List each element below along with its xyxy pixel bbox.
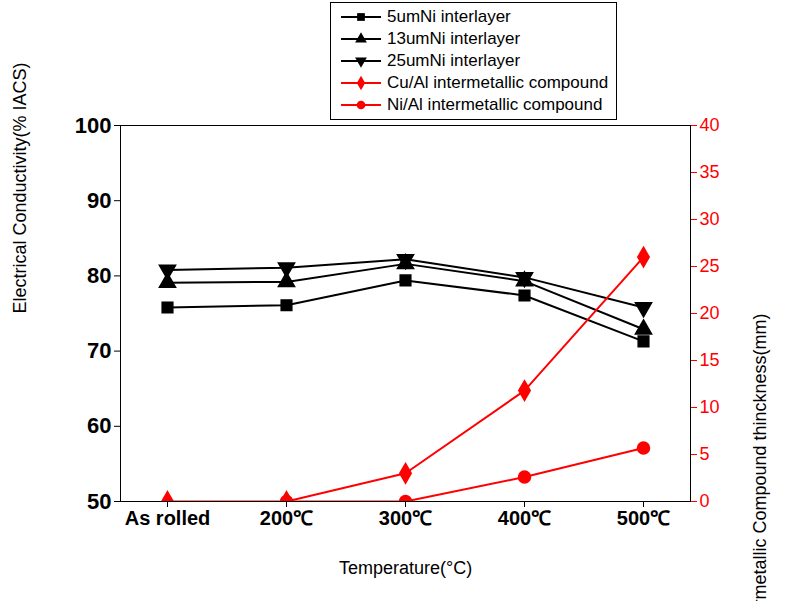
svg-text:80: 80	[87, 263, 111, 288]
html-text:13umNi interlayer: 13umNi interlayer	[387, 29, 521, 48]
svg-text:30: 30	[700, 209, 720, 229]
svg-text:50: 50	[87, 489, 111, 514]
svg-text:200℃: 200℃	[260, 507, 313, 529]
html-text:Cu/Al intermetallic compound: Cu/Al intermetallic compound	[387, 73, 609, 92]
svg-text:0: 0	[700, 491, 710, 511]
svg-text:90: 90	[87, 188, 111, 213]
svg-text:20: 20	[700, 303, 720, 323]
svg-text:10: 10	[700, 397, 720, 417]
html-text:Ni/Al intermetallic compound: Ni/Al intermetallic compound	[387, 95, 603, 114]
svg-text:As rolled: As rolled	[125, 507, 211, 529]
svg-text:400℃: 400℃	[498, 507, 551, 529]
svg-text:60: 60	[87, 413, 111, 438]
svg-text:5: 5	[700, 444, 710, 464]
svg-text:Intermetallic Compound thinckn: Intermetallic Compound thinckness(mm)	[750, 314, 770, 601]
svg-text:Temperature(°C): Temperature(°C)	[339, 558, 472, 578]
svg-text:Electrical Conductivity(% IACS: Electrical Conductivity(% IACS)	[10, 62, 30, 313]
svg-text:25: 25	[700, 256, 720, 276]
svg-text:40: 40	[700, 115, 720, 135]
svg-text:35: 35	[700, 162, 720, 182]
svg-text:70: 70	[87, 338, 111, 363]
svg-text:100: 100	[75, 113, 112, 138]
svg-text:500℃: 500℃	[617, 507, 670, 529]
html-text:5umNi interlayer: 5umNi interlayer	[387, 7, 511, 26]
svg-text:15: 15	[700, 350, 720, 370]
html-text:25umNi interlayer: 25umNi interlayer	[387, 51, 521, 70]
svg-text:300℃: 300℃	[379, 507, 432, 529]
